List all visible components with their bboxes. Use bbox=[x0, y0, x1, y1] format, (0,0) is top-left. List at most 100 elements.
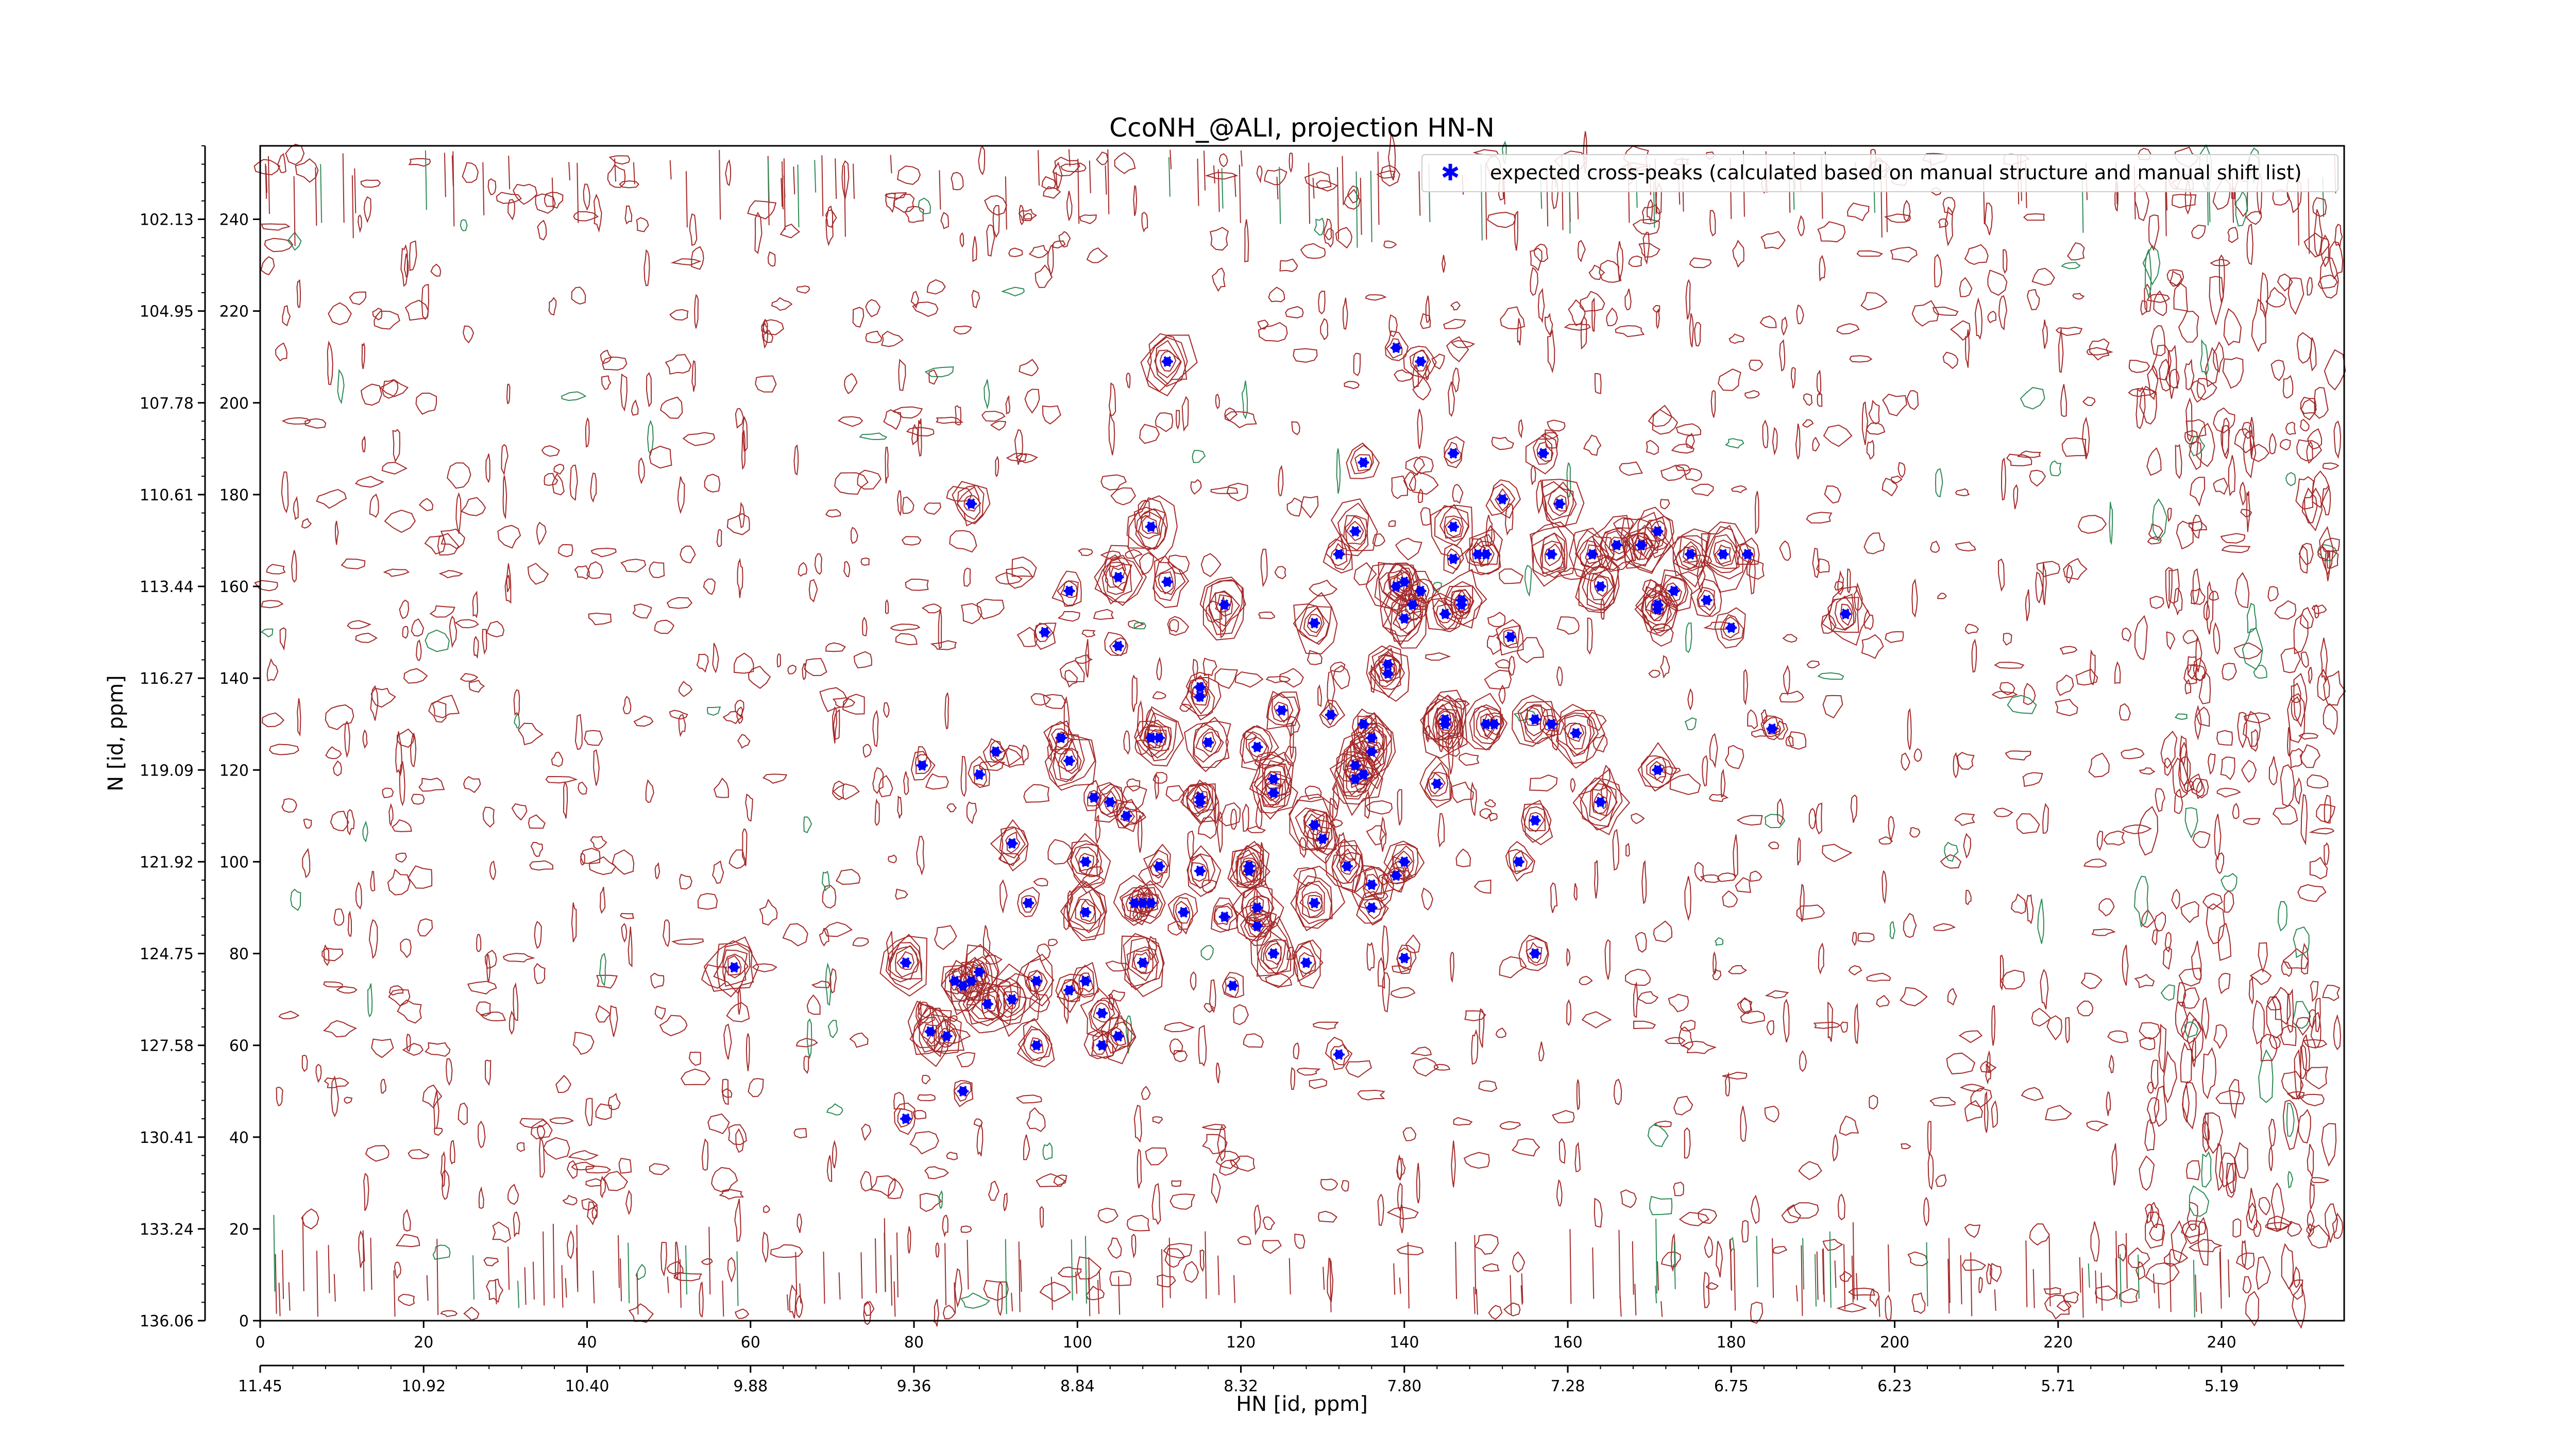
noise-contour bbox=[2122, 627, 2132, 642]
noise-contour bbox=[1413, 456, 1434, 475]
noise-contour bbox=[2222, 417, 2230, 460]
noise-contour bbox=[463, 325, 474, 344]
noise-contour bbox=[735, 1308, 750, 1319]
noise-contour bbox=[741, 828, 748, 866]
noise-contour bbox=[767, 251, 776, 267]
peak-contour bbox=[1043, 720, 1075, 754]
noise-contour bbox=[946, 485, 973, 502]
noise-contour bbox=[1064, 669, 1078, 688]
noise-contour bbox=[2163, 1050, 2177, 1104]
noise-contour bbox=[1848, 1287, 1875, 1296]
noise-contour bbox=[513, 183, 538, 205]
noise-contour bbox=[2329, 241, 2344, 280]
noise-contour bbox=[2295, 1017, 2311, 1036]
noise-contour bbox=[1329, 798, 1338, 821]
noise-contour bbox=[1680, 1019, 1696, 1032]
noise-contour bbox=[825, 509, 841, 518]
noise-contour bbox=[803, 816, 812, 833]
peak-contour bbox=[1104, 790, 1118, 814]
peak-contour bbox=[1100, 1017, 1137, 1065]
peak-contour bbox=[1713, 540, 1736, 567]
noise-contour bbox=[782, 923, 808, 947]
noise-contour bbox=[1694, 322, 1701, 347]
noise-contour bbox=[1731, 485, 1748, 494]
edge-streak bbox=[328, 1245, 330, 1293]
noise-contour bbox=[2204, 1112, 2223, 1154]
noise-contour bbox=[1511, 1138, 1540, 1157]
peak-contour bbox=[1072, 962, 1099, 998]
noise-contour bbox=[336, 986, 358, 994]
noise-contour bbox=[388, 803, 394, 827]
noise-contour bbox=[513, 1211, 520, 1238]
edge-streak bbox=[954, 1282, 956, 1313]
noise-contour bbox=[2239, 481, 2246, 506]
cross-peak-marker bbox=[1349, 760, 1361, 771]
noise-contour bbox=[2155, 788, 2165, 812]
cross-peak-star-arm bbox=[1204, 737, 1212, 748]
cross-peak-marker bbox=[1701, 595, 1713, 606]
noise-contour bbox=[1694, 862, 1704, 882]
noise-contour bbox=[2240, 509, 2252, 518]
noise-contour bbox=[2191, 1037, 2196, 1067]
noise-contour bbox=[1822, 1239, 1843, 1251]
noise-contour bbox=[1335, 845, 1358, 863]
noise-contour bbox=[2109, 501, 2113, 545]
noise-contour bbox=[2306, 277, 2313, 296]
peak-contour bbox=[1525, 433, 1558, 475]
cross-peak-marker bbox=[1251, 902, 1263, 913]
noise-contour bbox=[2220, 756, 2235, 781]
edge-streak bbox=[1107, 149, 1110, 214]
peak-contour bbox=[1672, 535, 1707, 578]
edge-streak bbox=[679, 1259, 682, 1308]
peak-contour bbox=[1434, 702, 1461, 740]
noise-contour bbox=[2215, 852, 2225, 874]
noise-contour bbox=[619, 180, 639, 189]
peak-contour bbox=[1293, 592, 1338, 654]
noise-contour bbox=[1716, 1240, 1723, 1277]
noise-contour bbox=[410, 732, 417, 768]
y-ppm-tick-label: 133.24 bbox=[140, 1221, 194, 1239]
cross-peak-marker bbox=[1325, 709, 1337, 720]
noise-contour bbox=[2007, 695, 2037, 714]
cross-peak-marker bbox=[1595, 581, 1606, 592]
cross-peak-marker bbox=[1112, 641, 1124, 652]
noise-contour bbox=[2319, 526, 2334, 576]
noise-contour bbox=[1722, 1071, 1748, 1080]
noise-contour bbox=[2291, 696, 2301, 722]
noise-contour bbox=[1620, 1189, 1637, 1208]
noise-contour bbox=[646, 372, 652, 408]
noise-contour bbox=[1127, 619, 1145, 629]
edge-streak bbox=[1473, 1287, 1476, 1314]
noise-contour bbox=[2245, 1291, 2260, 1327]
peak-contour bbox=[1060, 749, 1078, 772]
noise-contour bbox=[844, 373, 858, 395]
plot-frame bbox=[259, 145, 2345, 1322]
noise-contour bbox=[870, 1175, 896, 1197]
noise-contour bbox=[2082, 396, 2096, 407]
noise-contour bbox=[1504, 503, 1514, 536]
edge-streak bbox=[444, 153, 446, 197]
noise-contour bbox=[1783, 665, 1790, 696]
noise-contour bbox=[1495, 1027, 1507, 1038]
noise-contour bbox=[1652, 305, 1660, 313]
noise-contour bbox=[649, 561, 665, 578]
noise-contour bbox=[1019, 205, 1024, 226]
peak-contour bbox=[1444, 515, 1464, 539]
noise-contour bbox=[1125, 549, 1143, 559]
noise-contour bbox=[1057, 611, 1080, 622]
cross-peak-marker bbox=[1554, 498, 1566, 510]
y-index-tick-label: 220 bbox=[219, 303, 249, 321]
noise-contour bbox=[1660, 464, 1686, 481]
noise-contour bbox=[2299, 418, 2310, 432]
noise-contour bbox=[2218, 972, 2231, 995]
noise-contour bbox=[1399, 1204, 1404, 1234]
edge-streak bbox=[620, 1258, 622, 1302]
cross-peak-star-arm bbox=[1400, 576, 1409, 587]
noise-contour bbox=[925, 773, 949, 790]
peak-contour bbox=[1135, 706, 1184, 767]
noise-contour bbox=[1033, 878, 1048, 887]
cross-peak-star-arm bbox=[1458, 599, 1466, 611]
noise-contour bbox=[1278, 464, 1284, 497]
edge-streak bbox=[2048, 1236, 2051, 1307]
edge-streak bbox=[1399, 1277, 1401, 1294]
